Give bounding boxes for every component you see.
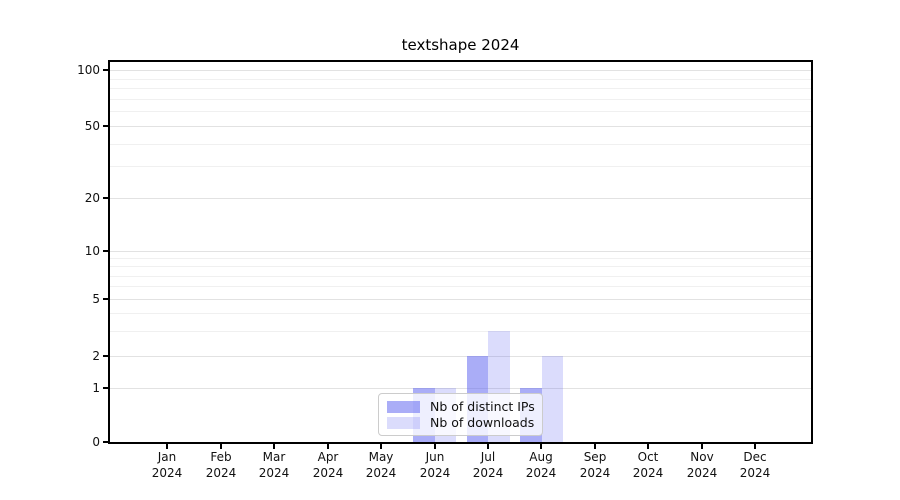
legend-swatch-downloads [387,416,420,429]
x-tick-label: Jun 2024 [419,450,451,480]
x-tick-label: Feb 2024 [205,450,237,480]
x-tick-label: Dec 2024 [739,450,771,480]
legend-entry-distinct-ips: Nb of distinct IPs [387,399,535,414]
major-gridline [110,198,811,199]
y-tick [103,355,108,357]
x-tick-label: Mar 2024 [258,450,290,480]
minor-gridline [110,258,811,259]
y-tick [103,197,108,199]
minor-gridline [110,99,811,100]
plot-area: Nb of distinct IPs Nb of downloads [108,60,813,444]
major-gridline [110,299,811,300]
x-tick [647,444,649,449]
legend-swatch-distinct-ips [387,400,420,413]
y-tick [103,298,108,300]
x-tick-label: Nov 2024 [686,450,718,480]
chart-title: textshape 2024 [401,36,520,54]
minor-gridline [110,88,811,89]
major-gridline [110,126,811,127]
minor-gridline [110,79,811,80]
x-tick [701,444,703,449]
y-tick-label: 20 [84,191,100,205]
y-tick [103,250,108,252]
y-tick [103,441,108,443]
y-tick-label: 0 [92,435,100,449]
x-tick-label: Apr 2024 [312,450,344,480]
y-tick [103,69,108,71]
x-tick-label: Aug 2024 [525,450,557,480]
major-gridline [110,70,811,71]
x-tick-label: Jul 2024 [472,450,504,480]
minor-gridline [110,276,811,277]
x-tick [754,444,756,449]
legend-label-downloads: Nb of downloads [430,415,535,430]
x-tick-label: May 2024 [365,450,397,480]
legend: Nb of distinct IPs Nb of downloads [378,393,543,436]
y-tick-label: 10 [84,244,100,258]
y-tick [103,387,108,389]
minor-gridline [110,144,811,145]
major-gridline [110,388,811,389]
minor-gridline [110,111,811,112]
legend-label-distinct-ips: Nb of distinct IPs [430,399,535,414]
bar-nb-of-downloads-aug [541,356,563,442]
x-tick-label: Jan 2024 [151,450,183,480]
legend-entry-downloads: Nb of downloads [387,415,534,430]
x-tick [327,444,329,449]
y-tick [103,125,108,127]
y-tick-label: 100 [77,63,100,77]
y-tick-label: 1 [92,381,100,395]
x-tick [166,444,168,449]
x-tick [220,444,222,449]
minor-gridline [110,166,811,167]
y-tick-label: 2 [92,349,100,363]
minor-gridline [110,266,811,267]
x-tick [540,444,542,449]
minor-gridline [110,286,811,287]
x-tick [434,444,436,449]
x-tick-label: Oct 2024 [632,450,664,480]
major-gridline [110,356,811,357]
minor-gridline [110,331,811,332]
plot-inner [110,62,811,442]
y-tick-label: 50 [84,119,100,133]
x-tick [273,444,275,449]
major-gridline [110,251,811,252]
x-tick [487,444,489,449]
minor-gridline [110,313,811,314]
y-tick-label: 5 [92,292,100,306]
x-tick [594,444,596,449]
x-tick-label: Sep 2024 [579,450,611,480]
x-tick [380,444,382,449]
